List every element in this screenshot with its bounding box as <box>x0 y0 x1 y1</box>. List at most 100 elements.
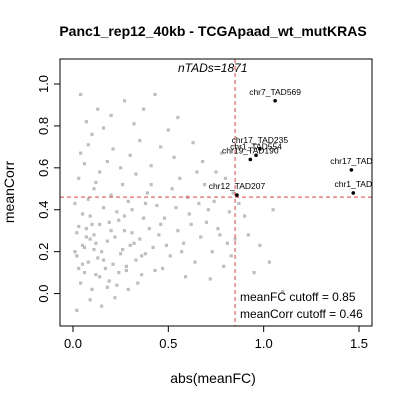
data-point <box>130 231 134 235</box>
data-point <box>94 180 98 185</box>
x-tick-label: 0.0 <box>64 336 82 351</box>
data-point <box>222 264 226 268</box>
data-point <box>79 92 83 97</box>
highlighted-point-label: chr17_TAD235 <box>232 135 289 145</box>
highlighted-point <box>235 193 239 197</box>
data-point <box>220 151 224 155</box>
x-axis-title: abs(meanFC) <box>170 370 256 386</box>
data-point <box>86 197 90 201</box>
highlighted-point <box>273 98 277 103</box>
highlighted-point-label: chr12_TAD207 <box>209 181 266 191</box>
data-point <box>243 214 247 218</box>
data-point <box>216 227 220 231</box>
data-point <box>84 227 88 231</box>
x-tick-label: 1.5 <box>350 336 368 351</box>
data-point <box>151 245 155 250</box>
y-tick-label: 0.0 <box>36 285 51 303</box>
y-axis-title: meanCorr <box>1 161 17 224</box>
data-point <box>77 176 81 180</box>
data-point <box>141 216 146 220</box>
data-point <box>94 273 98 277</box>
data-point <box>80 212 85 216</box>
data-point <box>126 199 130 203</box>
data-point <box>227 210 231 214</box>
data-point <box>155 203 159 208</box>
data-point <box>145 191 149 195</box>
data-point <box>159 222 163 227</box>
data-point <box>100 250 104 254</box>
y-tick-label: 0.4 <box>36 201 51 219</box>
data-point <box>73 201 77 206</box>
y-tick-label: 1.0 <box>36 75 51 93</box>
data-point <box>223 176 228 180</box>
data-point <box>124 268 128 273</box>
data-point <box>130 208 134 212</box>
data-point <box>231 191 235 195</box>
data-point <box>176 229 180 233</box>
data-point <box>147 227 151 231</box>
data-point <box>258 243 262 247</box>
data-point <box>193 260 197 264</box>
data-point <box>218 233 222 237</box>
data-point <box>105 285 109 289</box>
data-point <box>180 250 184 254</box>
data-point <box>159 145 163 149</box>
data-point <box>162 216 167 220</box>
x-tick-label: 1.0 <box>255 336 273 351</box>
data-point <box>208 277 212 281</box>
data-point <box>98 170 102 174</box>
data-point <box>96 256 100 260</box>
data-point <box>84 235 88 239</box>
data-point <box>143 201 148 206</box>
data-point <box>105 159 109 164</box>
data-point <box>107 279 111 283</box>
data-point <box>84 120 88 124</box>
data-point <box>134 258 138 262</box>
data-point <box>103 266 108 271</box>
data-point <box>77 224 81 229</box>
data-point <box>233 237 237 241</box>
data-point <box>141 107 146 111</box>
highlighted-point-label: chr17_TAD <box>330 156 372 166</box>
data-point <box>75 254 79 258</box>
highlighted-point <box>258 147 262 151</box>
data-point <box>82 245 87 250</box>
data-point <box>149 182 153 187</box>
y-tick-label: 0.8 <box>36 117 51 135</box>
data-point <box>140 254 144 258</box>
highlighted-point-label: chr19_TAD190 <box>222 145 279 155</box>
data-point <box>281 289 285 294</box>
data-point <box>75 308 79 312</box>
data-point <box>111 262 115 266</box>
data-point <box>107 220 111 224</box>
data-point <box>98 275 102 279</box>
data-point <box>98 222 102 227</box>
data-point <box>86 143 90 147</box>
data-point <box>117 218 121 222</box>
data-point <box>197 201 201 206</box>
data-point <box>92 187 96 191</box>
highlighted-point-label: chr7_TAD569 <box>249 87 301 97</box>
data-point <box>77 266 81 271</box>
data-point <box>105 239 109 243</box>
data-point <box>117 271 121 275</box>
data-point <box>88 214 92 218</box>
data-point <box>157 233 161 237</box>
chart-title: Panc1_rep12_40kb - TCGApaad_wt_mutKRAS <box>59 23 366 39</box>
data-point <box>79 151 83 155</box>
data-point <box>124 264 128 268</box>
y-tick-label: 0.6 <box>36 159 51 177</box>
data-point <box>187 212 191 216</box>
data-point <box>153 92 157 97</box>
data-point <box>122 229 127 233</box>
data-point <box>166 128 170 132</box>
data-point <box>90 287 94 291</box>
ntads-label: nTADs=1871 <box>178 61 248 75</box>
highlighted-point-label: chr1_TAD554 <box>230 141 282 151</box>
data-point <box>252 271 256 275</box>
data-point <box>237 201 241 206</box>
data-point <box>96 107 100 111</box>
data-point <box>134 172 138 176</box>
highlighted-point <box>351 191 356 195</box>
highlighted-point <box>248 157 253 162</box>
